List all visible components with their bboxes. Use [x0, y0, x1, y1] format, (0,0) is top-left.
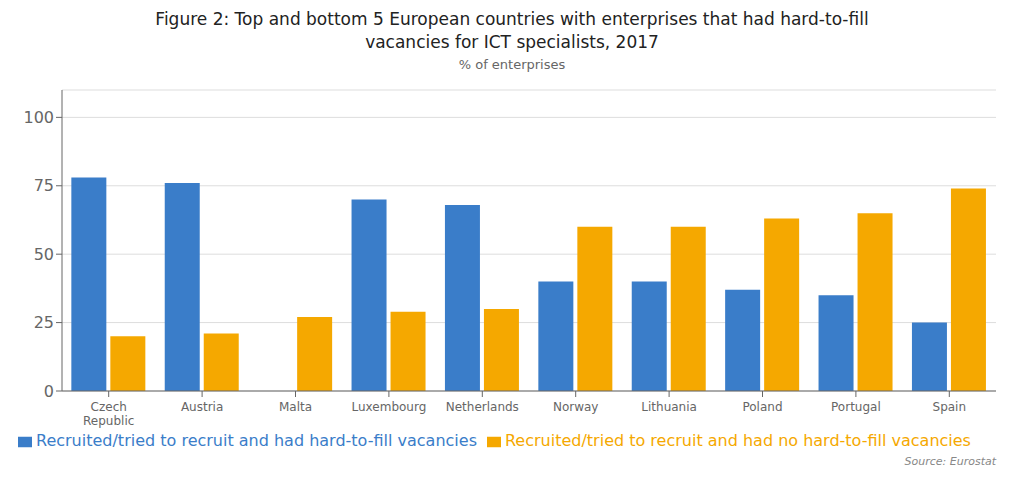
svg-text:100: 100 — [23, 108, 54, 127]
html-text:Figure 2: Top and bottom 5 Eur: Figure 2: Top and bottom 5 European coun… — [155, 9, 869, 29]
svg-text:Luxembourg: Luxembourg — [352, 400, 427, 414]
svg-text:50: 50 — [34, 245, 54, 264]
svg-text:Norway: Norway — [553, 400, 599, 414]
html-text:Source: Eurostat: Source: Eurostat — [904, 455, 996, 468]
svg-text:Spain: Spain — [933, 400, 967, 414]
svg-text:Austria: Austria — [181, 400, 223, 414]
svg-text:25: 25 — [34, 313, 54, 332]
svg-text:0: 0 — [44, 382, 54, 401]
svg-text:CzechRepublic: CzechRepublic — [83, 400, 134, 428]
html-text:Recruited/tried to recruit and: Recruited/tried to recruit and had hard-… — [36, 431, 477, 450]
svg-text:Poland: Poland — [742, 400, 782, 414]
html-text:Recruited/tried to recruit and: Recruited/tried to recruit and had no ha… — [505, 431, 971, 450]
html-text:% of enterprises: % of enterprises — [458, 57, 566, 72]
svg-text:Malta: Malta — [279, 400, 312, 414]
svg-text:75: 75 — [34, 176, 54, 195]
svg-text:Netherlands: Netherlands — [446, 400, 519, 414]
svg-text:Lithuania: Lithuania — [641, 400, 697, 414]
html-text:vacancies for ICT specialists,: vacancies for ICT specialists, 2017 — [365, 32, 659, 52]
svg-text:Portugal: Portugal — [831, 400, 881, 414]
